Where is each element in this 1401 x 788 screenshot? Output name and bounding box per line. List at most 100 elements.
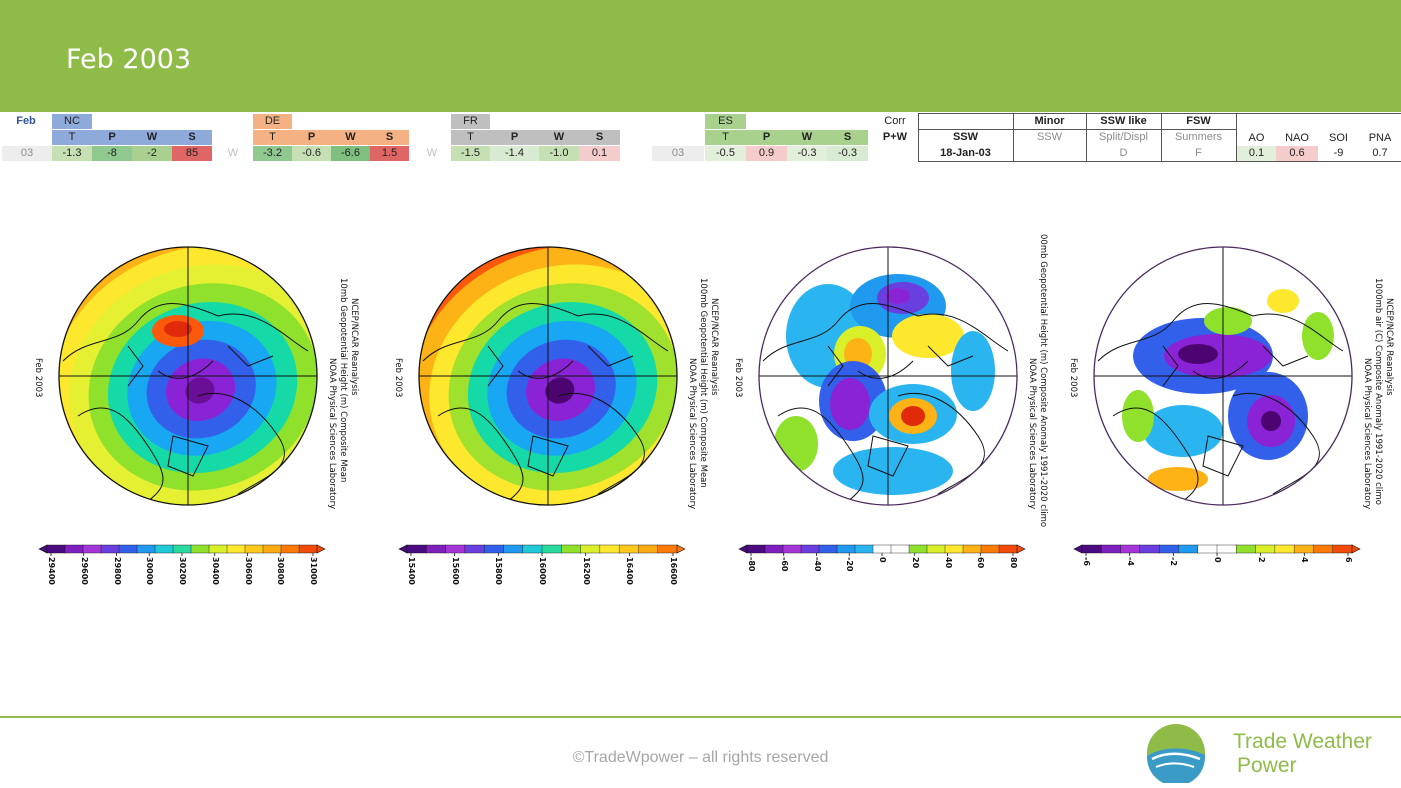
colorbar-tick-label: 30600	[243, 557, 253, 585]
colorbar-tick-label: 16000	[538, 557, 547, 585]
map-panel-3: -80 -60 -40 -20 0 20 40 60 80 Feb 2003 00mb Geopot…	[733, 228, 1048, 598]
footer-divider	[0, 716, 1401, 718]
coastline-4-0	[1097, 303, 1254, 362]
colorbar-swatch-1-10	[226, 544, 246, 554]
colorbar-swatch-4-6	[1197, 544, 1218, 554]
colorbar-tick-label: 0	[878, 557, 887, 563]
colorbar-tick-label: 29600	[79, 557, 89, 585]
colorbar-arrow-right-4	[1351, 544, 1361, 554]
continent-outlines-4	[1097, 303, 1344, 502]
colorbar-swatch-4-1	[1101, 544, 1122, 554]
colorbar-swatch-1-12	[262, 544, 282, 554]
colorbar-tick-label: 15800	[494, 557, 504, 585]
ssw-date: 18-Jan-03	[940, 147, 991, 159]
header-band	[0, 0, 1401, 112]
colorbar-swatch-1-4	[118, 544, 138, 554]
trade-weather-power-logo-icon	[1147, 724, 1205, 783]
region-name-es: ES	[705, 114, 746, 129]
coastline-2-2	[437, 407, 524, 502]
region-col-nc-p: P	[92, 130, 132, 145]
colorbar-tick-label: 20	[910, 557, 920, 569]
coastline-1-4	[157, 360, 214, 379]
region-value-de-t: -3.2	[253, 146, 292, 161]
sswlike-value: D	[1119, 147, 1128, 159]
colorbar-swatch-4-4	[1158, 544, 1180, 554]
polar-map-2	[398, 246, 686, 556]
colorbar-swatch-4-3	[1139, 544, 1160, 554]
minor-sub: SSW	[1036, 131, 1063, 143]
colorbar-swatch-4-9	[1255, 544, 1276, 554]
colorbar-swatch-3-3	[800, 544, 820, 554]
region-col-fr-s: S	[579, 130, 620, 145]
region-value-es-p: 0.9	[746, 146, 787, 161]
map-variable-label: 100mb Geopotential Height (m) Composite …	[698, 278, 708, 488]
colorbar-swatch-3-6	[854, 544, 874, 554]
colorbar-tick-label: 2	[1256, 557, 1266, 563]
colorbar-swatch-4-8	[1236, 544, 1257, 554]
colorbar-swatch-2-3	[464, 544, 485, 554]
coastline-2-0	[422, 303, 579, 362]
coastline-3-4	[857, 360, 914, 379]
region-value-de-s: 1.5	[370, 146, 409, 161]
map-lab-label: NOAA Physical Sciences Laboratory	[327, 358, 337, 510]
corr-label: Corr	[884, 115, 906, 127]
map-variable-label: 1000mb air (C) Composite Anomaly 1991-20…	[1373, 278, 1383, 506]
index-value-ao: 0.1	[1237, 146, 1276, 161]
region-value-fr-t: -1.5	[451, 146, 490, 161]
colorbar-swatch-1-7	[172, 544, 192, 554]
map-source-title: NCEP/NCAR Reanalysis	[1384, 298, 1394, 396]
region-name-de: DE	[253, 114, 292, 129]
colorbar-swatch-4-7	[1216, 544, 1237, 554]
colorbar-swatch-3-5	[836, 544, 856, 554]
coastline-3-7	[867, 435, 909, 477]
coastline-1-1	[217, 313, 309, 352]
coastline-3-5	[827, 345, 844, 387]
colorbar-swatch-3-11	[944, 544, 964, 554]
region-value-nc-w: -2	[132, 146, 172, 161]
page-title: Feb 2003	[66, 44, 192, 75]
table-rule-mid	[918, 129, 1236, 130]
map-field-4	[1094, 247, 1352, 505]
colorbar-swatch-3-0	[746, 544, 766, 554]
colorbar-arrow-left-3	[738, 544, 748, 554]
colorbar-swatch-2-9	[580, 544, 601, 554]
colorbar-swatch-4-5	[1178, 544, 1199, 554]
region-value-nc-s: 85	[172, 146, 212, 161]
coastline-4-5	[1162, 345, 1179, 387]
region-col-fr-w: W	[539, 130, 579, 145]
colorbar-swatch-1-6	[154, 544, 174, 554]
index-name-pna: PNA	[1368, 132, 1392, 144]
colorbar-swatch-1-9	[208, 544, 228, 554]
map-panel-2: 15400 15600 15800 16000 16200 16400 16600 Feb 2…	[393, 228, 719, 598]
region-value-es-w: -0.3	[787, 146, 827, 161]
colorbar-tick-label: 80	[1009, 557, 1018, 569]
coastline-2-6	[587, 345, 634, 367]
colorbar-tick-label: -2	[1169, 557, 1179, 566]
w-mark-de: W	[227, 147, 239, 159]
index-name-soi: SOI	[1329, 132, 1348, 144]
sswlike-label: SSW like	[1100, 115, 1147, 127]
coastline-1-3	[197, 392, 285, 495]
region-value-de-p: -0.6	[292, 146, 331, 161]
colorbar-tick-label: 30000	[145, 557, 155, 585]
coastline-1-5	[127, 345, 144, 387]
coastline-3-0	[762, 303, 919, 362]
colorbar-swatch-4-0	[1081, 544, 1102, 554]
logo-text-line2: Power	[1237, 754, 1297, 777]
region-col-de-w: W	[331, 130, 370, 145]
colorbar-tick-label: 30400	[210, 557, 220, 585]
colorbar-tick-label: 40	[943, 557, 953, 569]
colorbar-tick-label: 16200	[581, 557, 591, 585]
colorbar-swatch-2-5	[503, 544, 524, 554]
index-name-nao: NAO	[1285, 132, 1309, 144]
region-value-nc-p: -8	[92, 146, 132, 161]
colorbar-swatch-2-0	[406, 544, 427, 554]
map-period-label: Feb 2003	[393, 358, 403, 398]
region-value-es-t: -0.5	[705, 146, 746, 161]
colorbar-swatch-1-14	[298, 544, 318, 554]
coastline-4-7	[1202, 435, 1244, 477]
colorbar-swatch-2-10	[599, 544, 620, 554]
colorbar-tick-label: 4	[1300, 557, 1310, 563]
colorbar-swatch-3-1	[764, 544, 784, 554]
coastline-3-3	[897, 392, 985, 495]
